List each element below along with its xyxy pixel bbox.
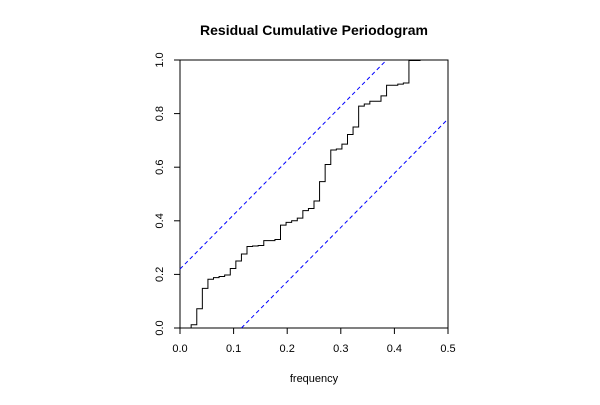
lower-confidence-line — [241, 118, 449, 329]
x-tick-label: 0.5 — [440, 343, 455, 355]
y-tick-label: 0.4 — [154, 213, 166, 228]
y-axis: 0.0 0.2 0.4 0.6 0.8 1.0 — [154, 52, 180, 336]
plot-frame — [179, 59, 449, 329]
x-tick-label: 0.1 — [226, 343, 241, 355]
y-tick-label: 0.6 — [154, 160, 166, 175]
x-axis: 0.0 0.1 0.2 0.3 0.4 0.5 — [172, 328, 456, 355]
x-tick-label: 0.0 — [172, 343, 187, 355]
series-layer — [179, 59, 449, 329]
x-tick-label: 0.3 — [333, 343, 348, 355]
y-tick-label: 0.8 — [154, 106, 166, 121]
x-axis-label: frequency — [290, 373, 339, 385]
x-tick-label: 0.4 — [387, 343, 402, 355]
chart-title: Residual Cumulative Periodogram — [200, 22, 428, 38]
cumulative-periodogram-step-line — [180, 59, 448, 329]
y-tick-label: 0.2 — [154, 267, 166, 282]
x-tick-label: 0.2 — [280, 343, 295, 355]
upper-confidence-line — [179, 59, 387, 270]
y-tick-label: 0.0 — [154, 320, 166, 335]
y-tick-label: 1.0 — [154, 52, 166, 67]
